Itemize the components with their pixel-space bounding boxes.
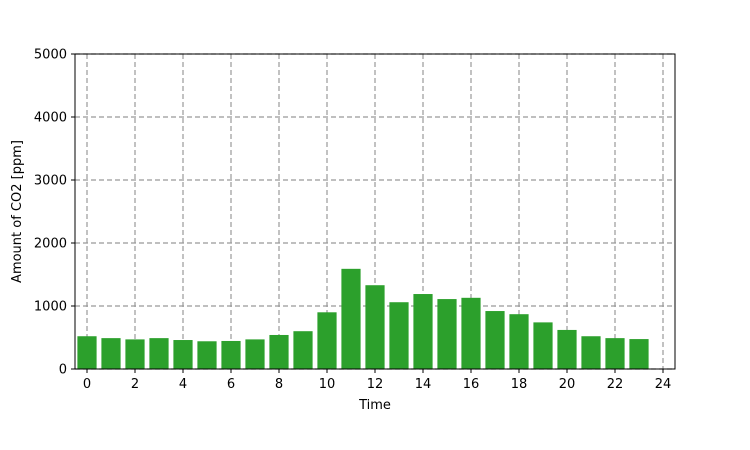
x-tick-label: 16 (463, 377, 480, 392)
bar (389, 302, 409, 369)
bar (509, 314, 529, 369)
bar (101, 338, 121, 369)
y-tick-label: 5000 (34, 48, 67, 63)
bar (125, 339, 145, 369)
y-tick-label: 3000 (34, 174, 67, 189)
bar (293, 331, 313, 369)
x-tick-label: 20 (559, 377, 576, 392)
bar (221, 340, 241, 369)
x-tick-label: 4 (179, 377, 187, 392)
x-tick-label: 14 (415, 377, 432, 392)
x-tick-label: 18 (511, 377, 528, 392)
x-tick-label: 6 (227, 377, 235, 392)
y-tick-label: 2000 (34, 237, 67, 252)
bar (197, 341, 217, 369)
x-tick-label: 10 (319, 377, 336, 392)
bar (317, 312, 337, 369)
bar (605, 338, 625, 369)
bar (173, 340, 193, 369)
y-axis-label: Amount of CO2 [ppm] (10, 140, 25, 283)
x-tick-label: 0 (83, 377, 91, 392)
bar (365, 285, 385, 369)
x-axis-label: Time (358, 398, 391, 413)
bar (77, 336, 97, 369)
bar (269, 334, 289, 369)
x-tick-label: 12 (367, 377, 384, 392)
bar (437, 299, 457, 369)
x-tick-label: 24 (655, 377, 672, 392)
bar (557, 329, 577, 369)
bar (461, 297, 481, 369)
bar (245, 339, 265, 369)
bar (149, 338, 169, 369)
y-tick-label: 0 (59, 363, 67, 378)
bars (77, 268, 649, 369)
x-tick-label: 22 (607, 377, 624, 392)
x-axis-ticks: 0 2 4 6 8 10 12 14 16 18 20 22 24 (83, 369, 671, 392)
x-tick-label: 2 (131, 377, 139, 392)
bar (629, 339, 649, 369)
bar (485, 311, 505, 369)
bar (581, 336, 601, 369)
y-tick-label: 1000 (34, 300, 67, 315)
y-tick-label: 4000 (34, 111, 67, 126)
bar (341, 268, 361, 369)
bar (533, 322, 553, 369)
x-tick-label: 8 (275, 377, 283, 392)
y-axis-ticks: 0 1000 2000 3000 4000 5000 (34, 48, 75, 378)
bar (413, 294, 433, 369)
